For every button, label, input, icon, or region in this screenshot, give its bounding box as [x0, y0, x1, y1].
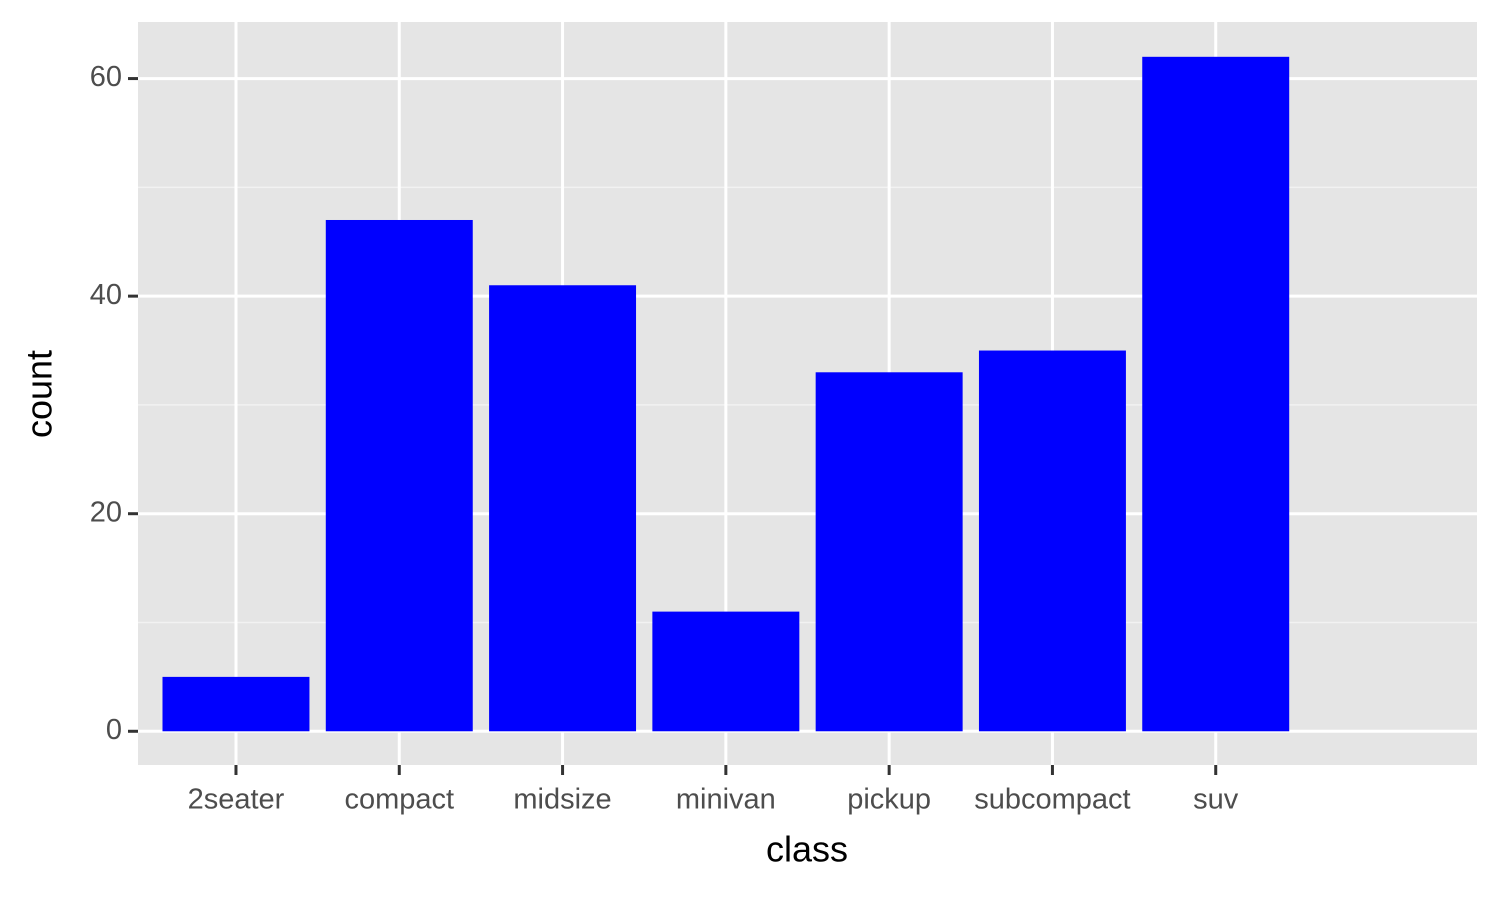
x-axis-title: class	[766, 829, 848, 870]
x-tick-label: suv	[1193, 784, 1239, 816]
bar	[489, 285, 637, 732]
x-tick-label: midsize	[513, 784, 611, 816]
bar	[325, 219, 473, 732]
bar	[162, 676, 310, 732]
y-tick-label: 60	[90, 61, 122, 93]
bar	[978, 350, 1126, 732]
x-tick-label: compact	[344, 784, 454, 816]
bar	[1142, 56, 1290, 732]
x-tick-label: pickup	[847, 784, 931, 816]
x-tick-label: minivan	[676, 784, 776, 816]
x-tick-label: subcompact	[974, 784, 1130, 816]
y-axis-title: count	[19, 350, 60, 438]
y-tick-label: 20	[90, 496, 122, 528]
bar	[815, 372, 963, 732]
x-tick-label: 2seater	[188, 784, 285, 816]
y-tick-label: 0	[106, 714, 122, 746]
bar	[652, 611, 800, 732]
y-tick-label: 40	[90, 279, 122, 311]
